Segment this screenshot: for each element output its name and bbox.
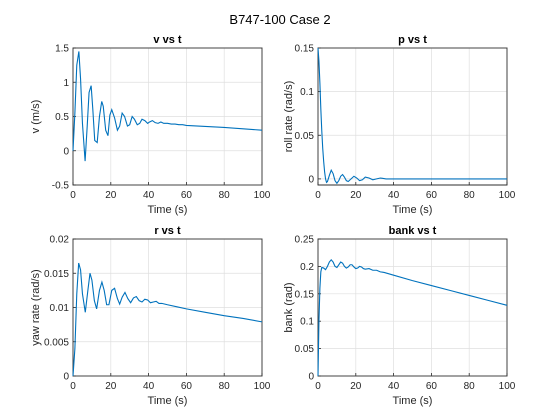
axes-frame [72,47,263,186]
x-tick-label: 80 [219,190,231,201]
x-tick-label: 20 [105,190,117,201]
x-tick-label: 60 [426,190,438,201]
y-tick-label: 0.01 [50,303,70,314]
y-tick-label: 0.015 [44,269,69,280]
subplot-title: v vs t [153,34,181,46]
x-tick-label: 40 [388,381,400,392]
x-tick-label: 100 [499,190,516,201]
subplot-title: p vs t [398,34,427,46]
x-axis-label: Time (s) [148,204,188,216]
y-tick-label: 0 [308,372,314,383]
y-tick-label: 0.005 [44,337,69,348]
x-tick-label: 60 [181,190,193,201]
x-tick-label: 20 [350,190,362,201]
axes-frame [317,238,508,377]
x-tick-label: 60 [426,381,438,392]
y-tick-label: 0.2 [300,262,314,273]
figure-title: B747-100 Case 2 [229,12,330,27]
y-axis-label: v (m/s) [30,100,42,134]
y-axis-label: bank (rad) [283,282,295,332]
y-tick-label: 0 [308,174,314,185]
x-axis-label: Time (s) [393,204,433,216]
x-tick-label: 20 [350,381,362,392]
subplot-r-vs-t: 0 20 40 60 80 100 0 0.005 0.01 0.015 0.02 r vs t Tim… [30,225,271,407]
x-tick-label: 60 [181,381,193,392]
x-tick-label: 80 [219,381,231,392]
plot-area [317,47,508,186]
subplot-p-vs-t: 0 20 40 60 80 100 0 0.05 0.1 0.15 p vs t Time (s) ro… [283,34,516,216]
y-tick-label: 0 [63,146,69,157]
x-tick-label: 100 [254,190,271,201]
axes-frame [317,47,508,186]
y-tick-label: 1.5 [55,44,69,55]
y-tick-label: 0.05 [295,344,315,355]
series-line-r-vs-t [72,262,263,377]
subplot-title: bank vs t [389,225,437,237]
y-tick-label: 0.15 [295,289,315,300]
x-tick-label: 20 [105,381,117,392]
y-tick-label: 0.02 [50,235,70,246]
x-tick-label: 100 [499,381,516,392]
y-tick-label: 0.1 [300,317,314,328]
x-tick-label: 40 [143,381,155,392]
axes-frame [72,238,263,377]
y-tick-label: 0.1 [300,87,314,98]
series-line-p-vs-t [317,47,507,185]
y-tick-label: 0.25 [295,235,315,246]
x-tick-label: 100 [254,381,271,392]
y-tick-label: 1 [63,78,69,89]
x-tick-label: 0 [315,190,321,201]
x-tick-label: 0 [70,381,76,392]
x-tick-label: 80 [464,381,476,392]
x-tick-label: 0 [315,381,321,392]
series-line-bank-vs-t [317,258,508,377]
series-line-v-vs-t [72,51,263,162]
subplot-bank-vs-t: 0 20 40 60 80 100 0 0.05 0.1 0.15 0.2 0.25 bank vs t… [283,225,516,407]
y-tick-label: 0.05 [295,131,315,142]
y-tick-label: 0.5 [55,112,69,123]
subplot-title: r vs t [154,225,181,237]
x-tick-label: 0 [70,190,76,201]
plot-area [317,238,508,377]
x-tick-label: 40 [143,190,155,201]
y-tick-label: 0.15 [295,44,315,55]
x-axis-label: Time (s) [148,395,188,407]
x-tick-label: 40 [388,190,400,201]
x-axis-label: Time (s) [393,395,433,407]
y-axis-label: roll rate (rad/s) [283,81,295,153]
y-axis-label: yaw rate (rad/s) [30,269,42,345]
y-tick-label: 0 [63,372,69,383]
y-tick-label: -0.5 [52,181,70,192]
x-tick-label: 80 [464,190,476,201]
